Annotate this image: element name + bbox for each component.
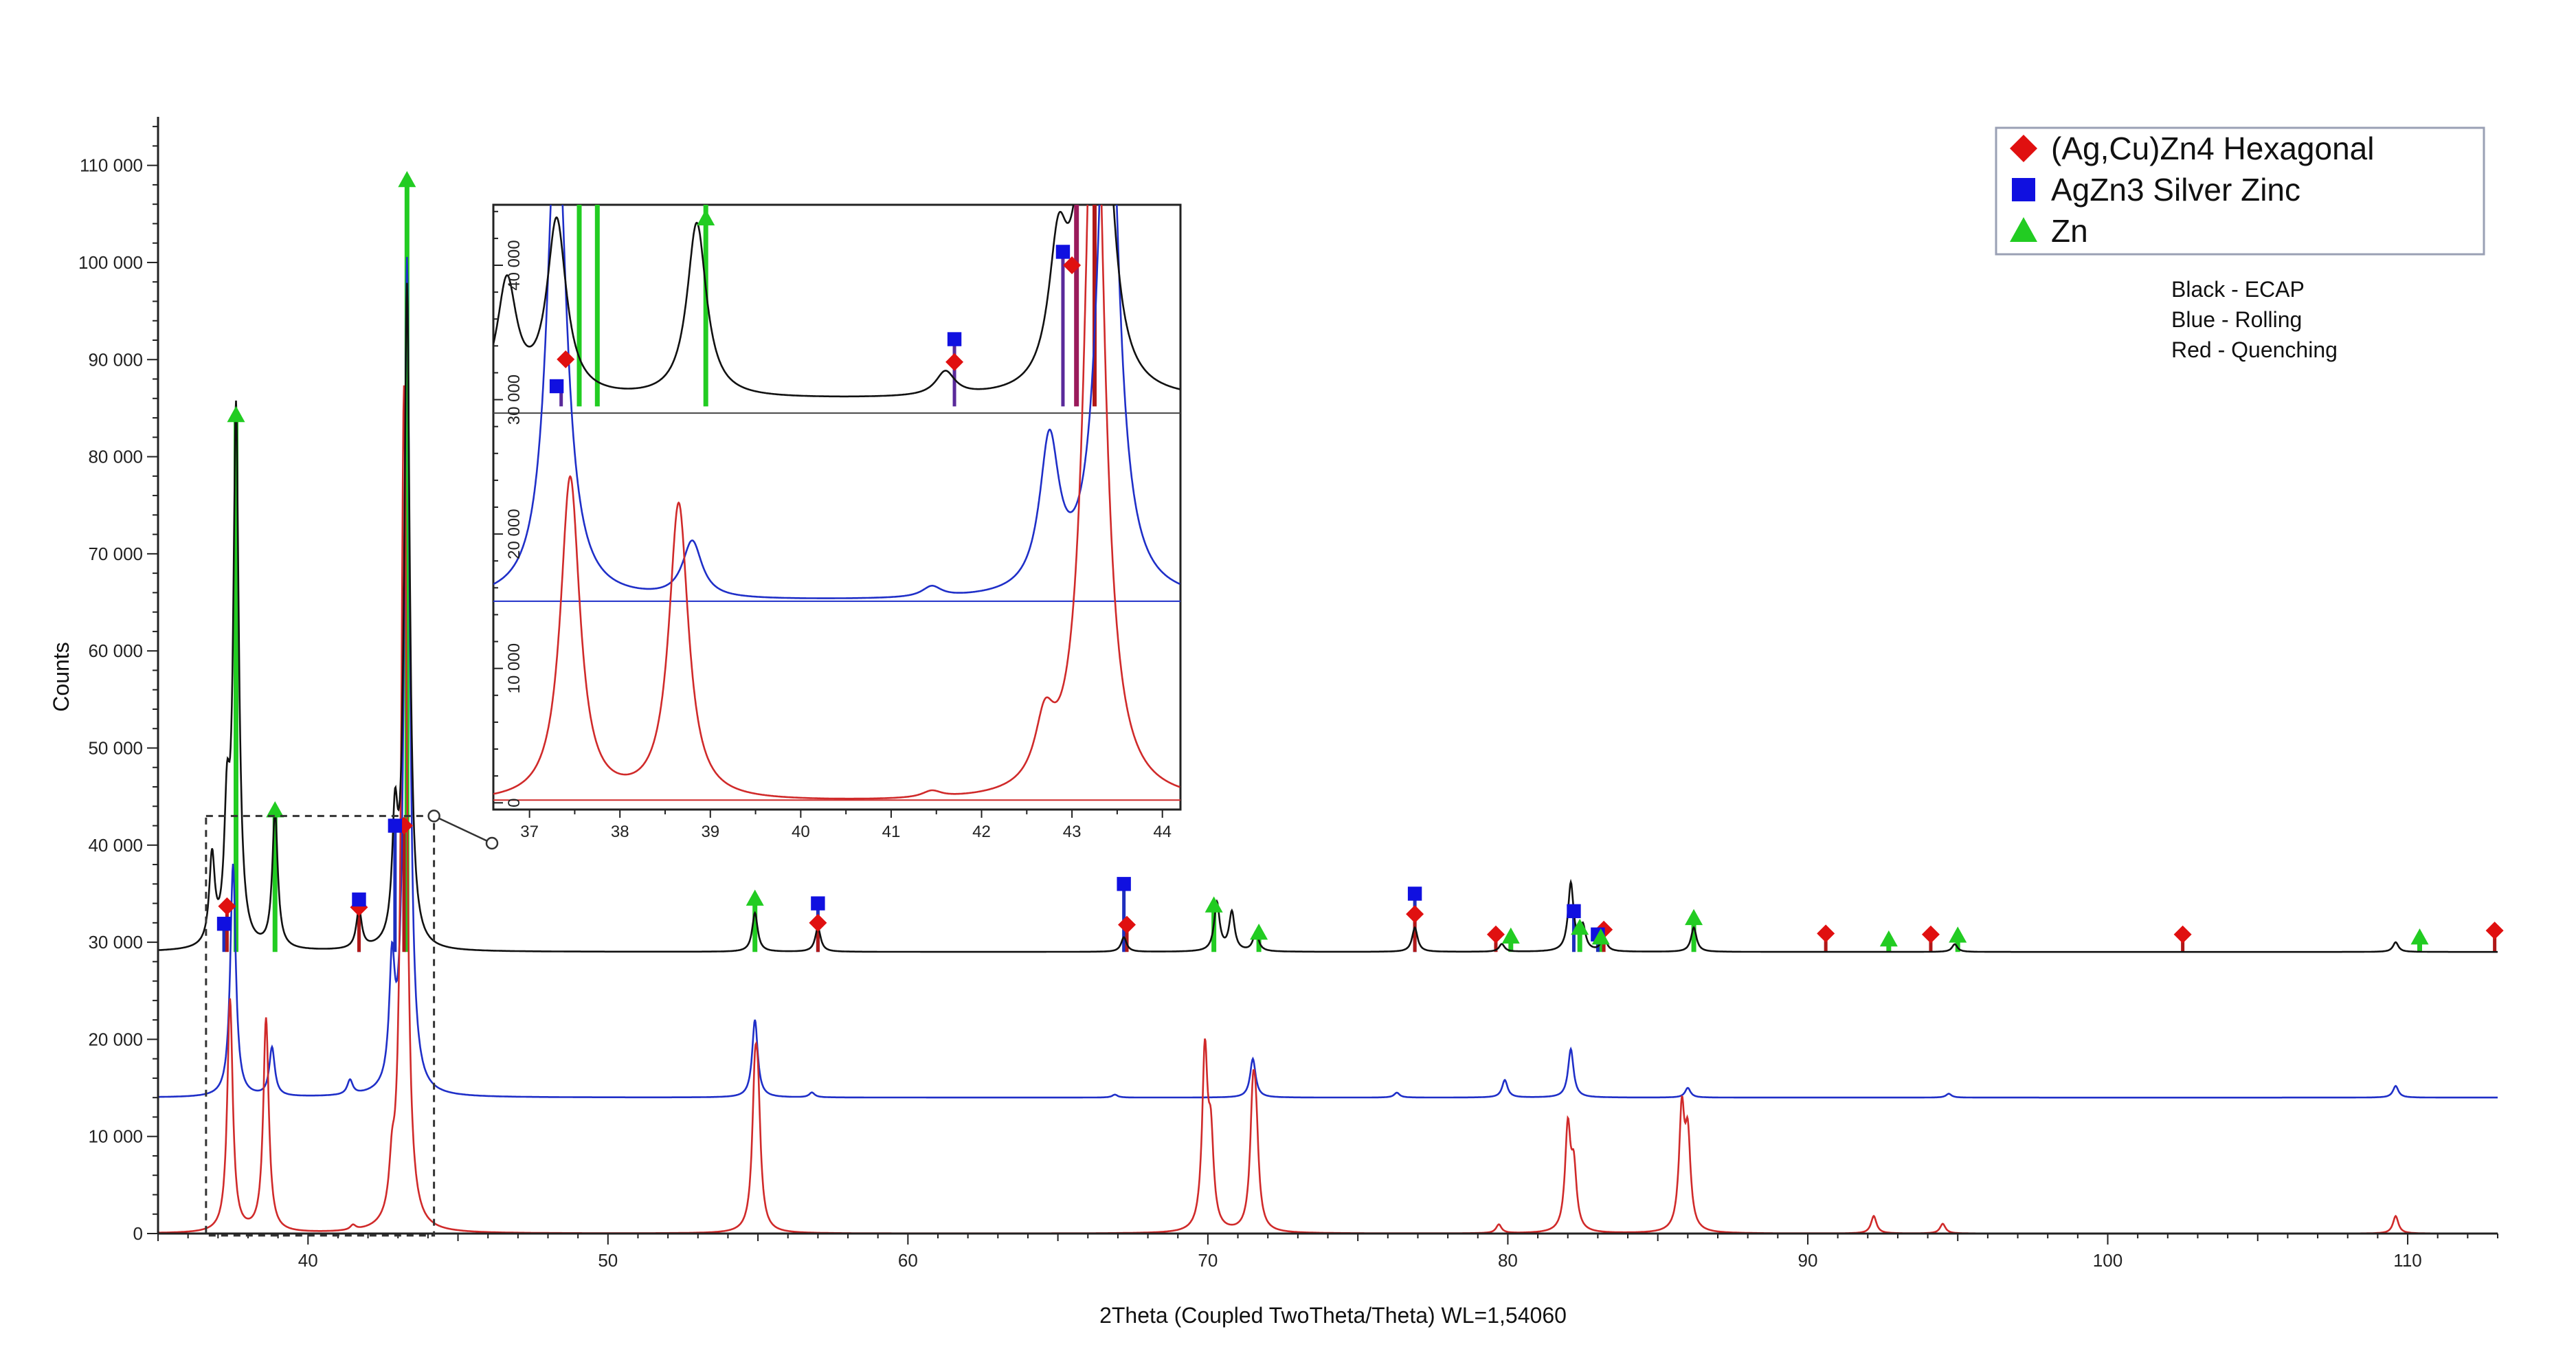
- legend-label: (Ag,Cu)Zn4 Hexagonal: [2051, 131, 2374, 166]
- zoom-connector: [434, 815, 493, 845]
- legend-box: [1995, 126, 2485, 256]
- y-tick-label: 0: [133, 1223, 143, 1244]
- marker-agzn3: [352, 892, 366, 907]
- x-tick-label: 90: [1798, 1250, 1818, 1271]
- inset-x-tick-label: 43: [1063, 823, 1082, 841]
- marker-ag-cu-zn4: [218, 897, 236, 915]
- series-notes: Black - ECAP Blue - Rolling Red - Quench…: [2171, 277, 2338, 362]
- marker-agzn3: [811, 896, 825, 911]
- note-rolling: Blue - Rolling: [2171, 307, 2302, 332]
- marker-ag-cu-zn4: [1406, 905, 1424, 924]
- series-line-ecap: [157, 282, 2498, 953]
- inset-x-tick-label: 41: [882, 823, 901, 841]
- inset-x-tick-label: 44: [1153, 823, 1172, 841]
- x-tick-label: 70: [1198, 1250, 1218, 1271]
- y-tick-label: 10 000: [88, 1126, 143, 1147]
- marker-zn: [1250, 923, 1268, 940]
- legend-label: AgZn3 Silver Zinc: [2051, 172, 2300, 208]
- x-tick-label: 100: [2093, 1250, 2123, 1271]
- inset-series-line-quenching: [493, 205, 1180, 800]
- legend-label: Zn: [2051, 213, 2088, 249]
- y-tick-label: 50 000: [88, 737, 143, 758]
- inset-marker-ag-cu-zn4: [945, 353, 964, 371]
- zoom-connector-end: [485, 836, 499, 850]
- series-line-rolling: [158, 256, 2498, 1099]
- inset-marker-agzn3: [1055, 245, 1071, 259]
- marker-zn: [1501, 927, 1520, 944]
- inset-y-tick-label: 10 000: [505, 643, 524, 693]
- note-ecap: Black - ECAP: [2171, 277, 2305, 302]
- inset-marker-agzn3: [947, 332, 962, 346]
- marker-zn: [1949, 926, 1967, 943]
- main-plot: 40 50 60 70 80 90 100 110 0 10 000 20 000 30 000 40 …: [78, 117, 2504, 1271]
- legend-marker-diamond: [2010, 135, 2037, 162]
- inset-x-tick-label: 38: [611, 823, 629, 841]
- marker-agzn3: [1567, 904, 1581, 919]
- inset-plot: 37 38 39 40 41 42 43 44 0 10 000 20 000 30 000 40 00…: [492, 203, 1182, 841]
- inset-y-tick-label: 30 000: [505, 375, 524, 425]
- y-tick-label: 60 000: [88, 640, 143, 661]
- note-quenching: Red - Quenching: [2171, 337, 2338, 362]
- y-tick-label: 100 000: [78, 252, 143, 273]
- marker-agzn3: [1117, 877, 1131, 891]
- marker-zn: [1685, 908, 1703, 926]
- inset-x-tick-label: 40: [792, 823, 810, 841]
- inset-series-line-rolling: [493, 205, 1180, 599]
- y-tick-label: 110 000: [80, 155, 143, 176]
- marker-zn: [227, 405, 245, 423]
- zoom-callout: [205, 810, 499, 1237]
- legend-marker-square: [2012, 178, 2035, 201]
- x-tick-label: 50: [598, 1250, 618, 1271]
- inset-marker-agzn3: [549, 379, 564, 394]
- x-tick-label: 80: [1498, 1250, 1518, 1271]
- inset-y-tick-label: 20 000: [505, 509, 524, 559]
- marker-zn: [1205, 896, 1223, 913]
- marker-zn: [1571, 918, 1589, 935]
- zoom-connector-end: [427, 810, 440, 823]
- y-tick-label: 30 000: [88, 932, 143, 952]
- marker-zn: [1879, 930, 1898, 947]
- inset-content: [493, 205, 1180, 801]
- x-tick-label: 40: [298, 1250, 318, 1271]
- x-tick-label: 60: [898, 1250, 918, 1271]
- marker-zn: [266, 801, 284, 818]
- x-axis-title: 2Theta (Coupled TwoTheta/Theta) WL=1,540…: [1099, 1303, 1567, 1328]
- inset-marker-zn: [697, 209, 715, 225]
- marker-agzn3: [216, 917, 232, 931]
- marker-zn: [398, 170, 416, 188]
- y-tick-label: 80 000: [88, 447, 143, 467]
- inset-x-tick-label: 37: [520, 823, 539, 841]
- marker-ag-cu-zn4: [809, 913, 827, 932]
- inset-markers: [549, 209, 1082, 394]
- x-tick-label: 110: [2393, 1250, 2421, 1271]
- inset-marker-ag-cu-zn4: [557, 350, 575, 368]
- y-axis-title: Counts: [49, 642, 74, 711]
- inset-y-tick-label: 0: [505, 799, 524, 807]
- y-tick-label: 20 000: [88, 1029, 143, 1049]
- phase-markers: [216, 170, 2504, 947]
- marker-zn: [746, 889, 764, 906]
- inset-marker-ag-cu-zn4: [1063, 256, 1082, 274]
- inset-y-tick-label: 40 000: [505, 240, 524, 290]
- marker-agzn3: [1407, 887, 1422, 901]
- marker-ag-cu-zn4: [2485, 922, 2504, 940]
- marker-ag-cu-zn4: [1817, 924, 1835, 943]
- marker-ag-cu-zn4: [1921, 925, 1940, 944]
- marker-zn: [1591, 928, 1610, 945]
- inset-x-tick-label: 42: [972, 823, 991, 841]
- y-tick-label: 40 000: [88, 835, 143, 856]
- legend: (Ag,Cu)Zn4 Hexagonal AgZn3 Silver Zinc Zn: [1995, 126, 2485, 256]
- inset-series-line-ecap: [493, 205, 1180, 398]
- marker-ag-cu-zn4: [1486, 925, 1505, 944]
- y-tick-label: 70 000: [88, 544, 143, 564]
- y-tick-label: 90 000: [88, 349, 143, 370]
- inset-x-tick-label: 39: [701, 823, 719, 841]
- zoom-region-box: [205, 814, 436, 1237]
- legend-marker-triangle: [2010, 217, 2037, 242]
- marker-ag-cu-zn4: [2173, 925, 2192, 944]
- marker-ag-cu-zn4: [1118, 915, 1136, 934]
- marker-zn: [2410, 928, 2429, 945]
- marker-agzn3: [388, 818, 403, 833]
